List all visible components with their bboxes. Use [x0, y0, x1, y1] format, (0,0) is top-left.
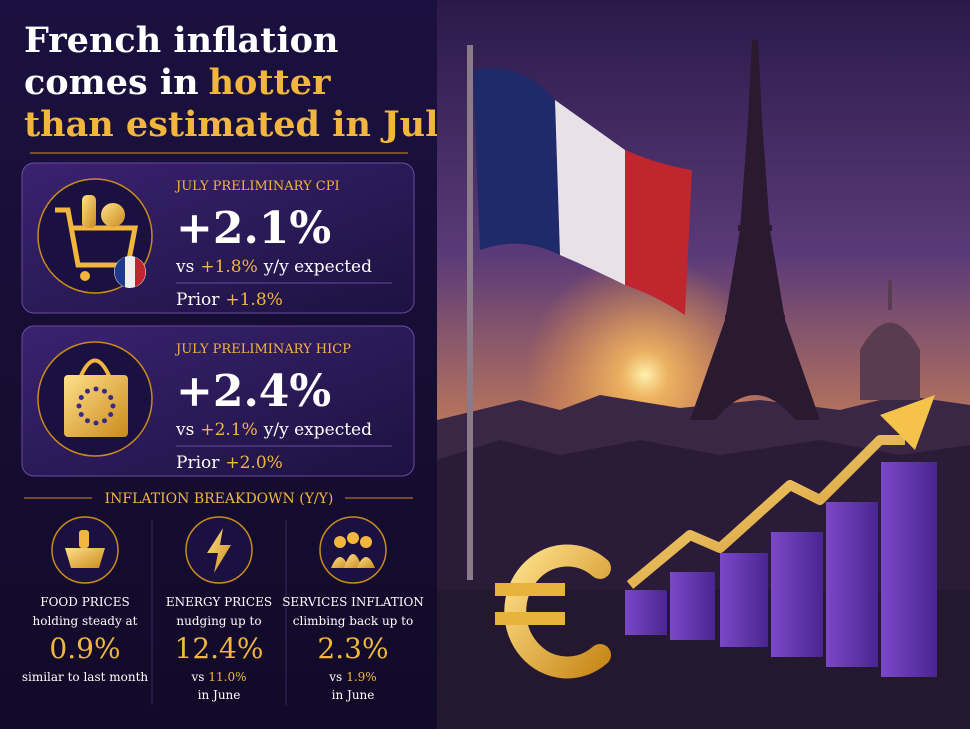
vs: vs [175, 420, 194, 440]
arrow-head [880, 395, 935, 450]
bar [670, 572, 715, 640]
cart-icon [55, 207, 139, 268]
goods [82, 195, 96, 228]
flag-blue [473, 68, 560, 255]
tower-deck [738, 225, 772, 231]
bag-star [108, 412, 114, 417]
title-text: comes in [24, 62, 199, 103]
item-note: vs 1.9% [328, 670, 376, 684]
icon-ring [319, 516, 387, 584]
bag-star [108, 395, 114, 400]
card: JULY PRELIMINARY CPI +2.1% vs +1.8% y/y expe… [21, 162, 415, 314]
card-label: JULY PRELIMINARY HICP [174, 342, 351, 357]
euro-symbol [495, 544, 611, 679]
euro-bar [495, 612, 565, 625]
flag-badge-blue [114, 257, 125, 287]
vs: vs [175, 257, 194, 277]
expected-suffix: y/y expected [263, 257, 372, 277]
item-note: in June [198, 688, 241, 702]
note-prefix: vs [328, 670, 342, 684]
item-value: 12.4% [175, 632, 264, 665]
flag-white [555, 100, 625, 285]
wheel [80, 271, 90, 281]
item-note: vs 11.0% [190, 670, 246, 684]
bar [720, 553, 768, 647]
item-label: ENERGY PRICES [166, 595, 272, 609]
breakdown-heading: INFLATION BREAKDOWN (Y/Y) [105, 491, 334, 507]
bar [881, 462, 937, 677]
bag-star [85, 388, 90, 394]
item-description: climbing back up to [293, 614, 413, 628]
bag-icon [64, 375, 128, 437]
bag-star [110, 403, 116, 409]
tower-deck [725, 315, 785, 323]
bolt-icon [207, 528, 231, 573]
flag-red [625, 150, 692, 315]
euro-arc [504, 544, 611, 679]
title-line: French inflation [24, 20, 338, 61]
item-note: in June [332, 688, 375, 702]
prior-line: Prior +1.8% [176, 290, 283, 310]
breakdown-item: FOOD PRICES holding steady at 0.9% similar … [22, 516, 149, 684]
item-value: 2.3% [317, 632, 388, 665]
expected-value: +2.1% [200, 420, 257, 440]
title-highlight: hotter [209, 62, 331, 103]
dome [860, 322, 920, 400]
item-description: holding steady at [32, 614, 137, 628]
note-value: 11.0% [208, 670, 246, 684]
expected-line: vs +1.8% y/y expected [175, 257, 372, 277]
item-value: 0.9% [49, 632, 120, 665]
bar [625, 590, 667, 635]
scene [437, 0, 970, 729]
card-label: JULY PRELIMINARY CPI [174, 179, 340, 194]
prior-line: Prior +2.0% [176, 453, 283, 473]
breakdown-item: ENERGY PRICES nudging up to 12.4% vs 11.0% in… [166, 516, 272, 702]
person-body [357, 557, 375, 568]
card: JULY PRELIMINARY HICP +2.4% vs +2.1% y/y exp… [21, 325, 415, 477]
bag-handle [78, 358, 112, 379]
basket-icon [65, 548, 105, 568]
goods [101, 203, 125, 227]
person-body [331, 557, 349, 568]
trend-arrow [626, 435, 905, 589]
bag-star [76, 403, 82, 409]
euro-bar [495, 583, 565, 596]
bag-star [102, 388, 107, 394]
bag-star [78, 395, 84, 400]
expected-value: +1.8% [200, 257, 257, 277]
item-description: nudging up to [176, 614, 261, 628]
person-body [344, 554, 362, 568]
item-note: similar to last month [22, 670, 149, 684]
bars [625, 462, 937, 677]
person-head [347, 532, 359, 544]
bag-star [85, 418, 90, 424]
bag-star [93, 386, 99, 392]
bar [771, 532, 823, 657]
prior-label: Prior [176, 453, 220, 473]
item-label: FOOD PRICES [40, 595, 129, 609]
expected-line: vs +2.1% y/y expected [175, 420, 372, 440]
prior-value: +2.0% [225, 453, 282, 473]
note-prefix: vs [190, 670, 204, 684]
bag-star [78, 412, 84, 417]
bar [826, 502, 878, 667]
card-value: +2.1% [176, 203, 331, 254]
card-value: +2.4% [176, 366, 331, 417]
prior-value: +1.8% [225, 290, 282, 310]
person-head [360, 536, 372, 548]
expected-suffix: y/y expected [263, 420, 372, 440]
title-highlight: than estimated in July [24, 104, 460, 145]
item-label: SERVICES INFLATION [282, 595, 424, 609]
note-value: 1.9% [346, 670, 377, 684]
goods [79, 530, 89, 548]
prior-label: Prior [176, 290, 220, 310]
title-line: comes in hotter [24, 62, 331, 103]
person-head [334, 536, 346, 548]
flag-badge-red [135, 257, 146, 287]
bag-star [93, 420, 99, 426]
bag-star [102, 418, 107, 424]
breakdown-item: SERVICES INFLATION climbing back up to 2.3… [282, 516, 424, 702]
